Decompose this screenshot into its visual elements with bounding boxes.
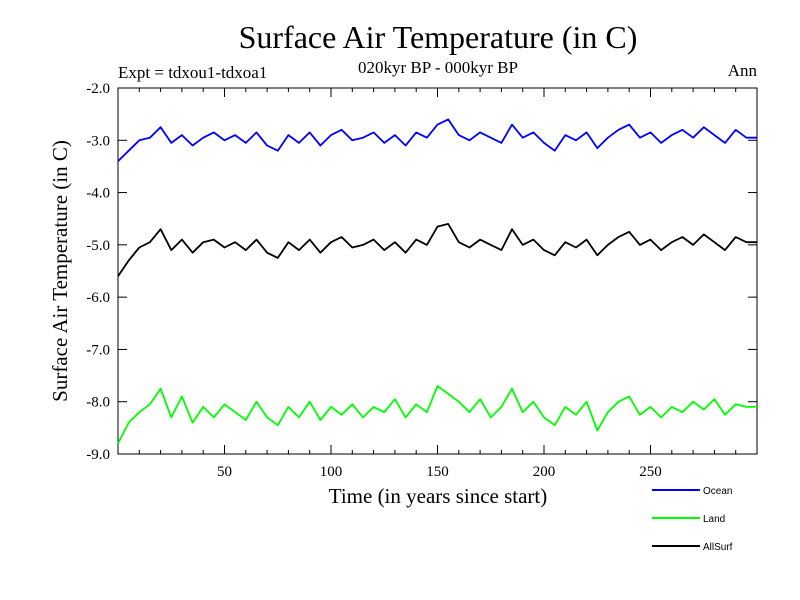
experiment-label: Expt = tdxou1-tdxoa1	[118, 63, 267, 82]
axis-ticks: -9.0 -8.0 -7.0 -6.0 -5.0 -4.0 -3.0 -2.0 50 100 150…	[86, 81, 757, 480]
y-tick-label: -6.0	[86, 290, 110, 306]
legend-label-ocean: Ocean	[703, 486, 732, 497]
y-tick-label: -2.0	[86, 81, 110, 97]
x-tick-label: 200	[533, 464, 556, 480]
series-layer	[117, 118, 757, 444]
y-axis-label: Surface Air Temperature (in C)	[48, 140, 72, 402]
series-line-ocean	[117, 118, 757, 162]
x-tick-label: 50	[217, 464, 232, 480]
y-tick-label: -9.0	[86, 447, 110, 463]
y-tick-label: -8.0	[86, 395, 110, 411]
legend: Ocean Land AllSurf	[652, 486, 733, 553]
series-line-land	[117, 385, 757, 444]
y-tick-label: -7.0	[86, 342, 110, 358]
chart-title: Surface Air Temperature (in C)	[239, 19, 638, 55]
chart-subtitle: 020kyr BP - 000kyr BP	[358, 58, 518, 77]
x-tick-label: 250	[639, 464, 662, 480]
y-tick-label: -4.0	[86, 186, 110, 202]
legend-label-land: Land	[703, 514, 725, 525]
x-tick-label: 150	[426, 464, 449, 480]
x-tick-label: 100	[320, 464, 343, 480]
season-label: Ann	[728, 61, 758, 80]
x-axis-label: Time (in years since start)	[329, 484, 548, 508]
series-line-allsurf	[117, 222, 757, 277]
y-tick-label: -5.0	[86, 238, 110, 254]
y-tick-label: -3.0	[86, 133, 110, 149]
legend-label-allsurf: AllSurf	[703, 542, 733, 553]
